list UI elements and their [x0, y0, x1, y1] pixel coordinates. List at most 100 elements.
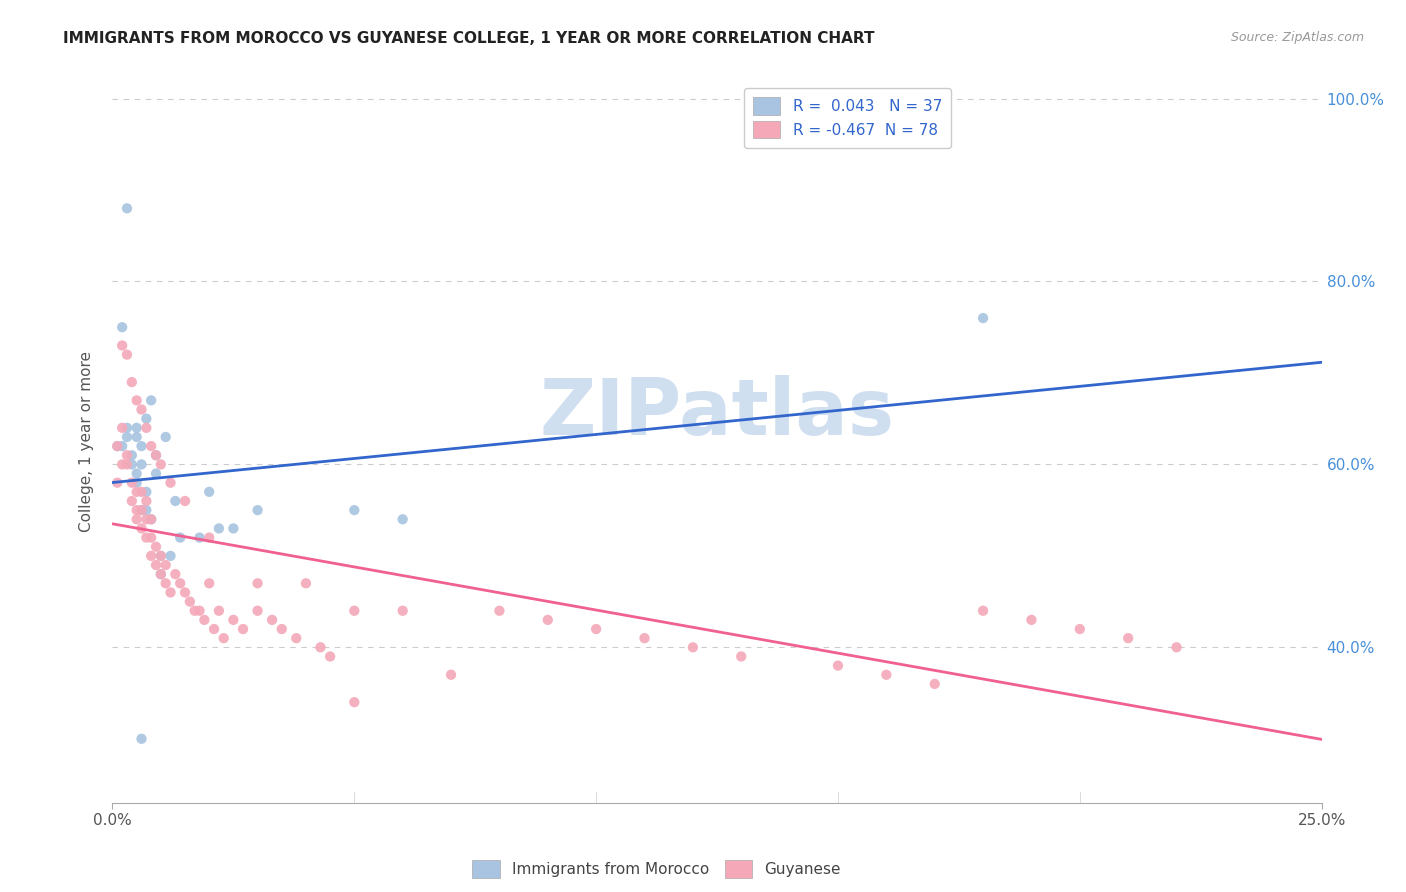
Point [309, 640, 332, 655]
Point [149, 549, 172, 563]
Point [135, 512, 157, 526]
Point [174, 585, 197, 599]
Point [169, 576, 191, 591]
Point [149, 567, 172, 582]
Point [488, 604, 510, 618]
Point [115, 348, 138, 362]
Point [111, 338, 134, 352]
Point [188, 604, 211, 618]
Point [111, 320, 134, 334]
Point [145, 540, 167, 554]
Point [141, 512, 163, 526]
Point [1021, 613, 1043, 627]
Point [391, 604, 413, 618]
Point [827, 658, 849, 673]
Point [391, 512, 413, 526]
Point [262, 613, 284, 627]
Point [537, 613, 560, 627]
Point [1116, 631, 1139, 645]
Point [159, 549, 181, 563]
Point [343, 695, 366, 709]
Point [174, 494, 197, 508]
Point [131, 503, 153, 517]
Point [155, 558, 177, 572]
Point [131, 731, 153, 746]
Point [682, 640, 704, 655]
Point [633, 631, 655, 645]
Point [121, 475, 143, 490]
Point [125, 503, 148, 517]
Point [131, 521, 153, 535]
Point [208, 521, 231, 535]
Point [198, 531, 221, 545]
Point [121, 375, 143, 389]
Point [149, 567, 172, 582]
Point [125, 430, 148, 444]
Point [585, 622, 607, 636]
Point [141, 393, 163, 408]
Text: ZIPatlas: ZIPatlas [540, 375, 894, 450]
Point [149, 549, 172, 563]
Point [135, 421, 157, 435]
Point [149, 458, 172, 472]
Point [232, 622, 254, 636]
Point [145, 467, 167, 481]
Point [343, 604, 366, 618]
Point [141, 549, 163, 563]
Point [105, 475, 128, 490]
Point [135, 411, 157, 425]
Point [1069, 622, 1091, 636]
Point [198, 484, 221, 499]
Point [730, 649, 752, 664]
Point [121, 458, 143, 472]
Point [105, 439, 128, 453]
Point [111, 421, 134, 435]
Point [1166, 640, 1188, 655]
Point [135, 503, 157, 517]
Point [246, 604, 269, 618]
Point [131, 503, 153, 517]
Point [183, 604, 205, 618]
Point [202, 622, 225, 636]
Point [165, 494, 187, 508]
Point [141, 439, 163, 453]
Point [270, 622, 292, 636]
Point [165, 567, 187, 582]
Point [125, 393, 148, 408]
Point [145, 558, 167, 572]
Point [188, 531, 211, 545]
Point [343, 503, 366, 517]
Point [125, 484, 148, 499]
Point [145, 448, 167, 462]
Legend: Immigrants from Morocco, Guyanese: Immigrants from Morocco, Guyanese [467, 854, 846, 884]
Point [115, 448, 138, 462]
Point [924, 677, 946, 691]
Point [135, 494, 157, 508]
Point [105, 439, 128, 453]
Point [125, 475, 148, 490]
Point [115, 202, 138, 216]
Point [295, 576, 318, 591]
Point [972, 604, 994, 618]
Point [141, 531, 163, 545]
Point [145, 448, 167, 462]
Point [131, 439, 153, 453]
Point [111, 458, 134, 472]
Point [115, 430, 138, 444]
Point [121, 494, 143, 508]
Point [198, 576, 221, 591]
Point [141, 512, 163, 526]
Point [208, 604, 231, 618]
Point [169, 531, 191, 545]
Point [155, 430, 177, 444]
Text: Source: ZipAtlas.com: Source: ZipAtlas.com [1230, 31, 1364, 45]
Point [125, 512, 148, 526]
Point [135, 531, 157, 545]
Point [125, 467, 148, 481]
Y-axis label: College, 1 year or more: College, 1 year or more [79, 351, 94, 532]
Point [121, 448, 143, 462]
Point [179, 594, 201, 608]
Point [159, 585, 181, 599]
Point [212, 631, 235, 645]
Point [246, 576, 269, 591]
